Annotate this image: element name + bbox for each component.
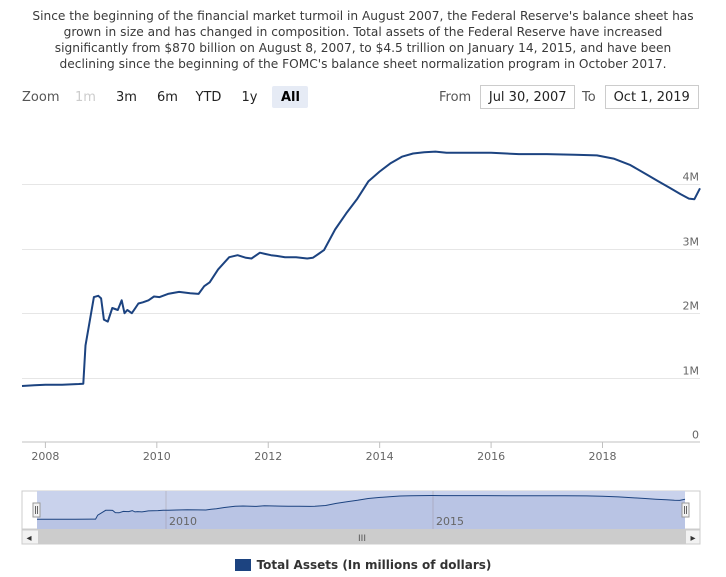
y-tick-label: 2M xyxy=(683,300,700,313)
x-tick-label: 2016 xyxy=(477,450,505,463)
x-tick-label: 2012 xyxy=(254,450,282,463)
zoom-1m-button[interactable]: 1m xyxy=(75,89,96,105)
navigator-year-label: 2010 xyxy=(169,515,197,528)
navigator-right-handle[interactable] xyxy=(681,502,690,518)
caption-line: Since the beginning of the financial mar… xyxy=(32,9,694,23)
navigator-year-label: 2015 xyxy=(436,515,464,528)
x-tick-label: 2014 xyxy=(366,450,394,463)
navigator-scrollbar[interactable]: III ◂ ▸ xyxy=(21,529,701,545)
x-tick-label: 2008 xyxy=(31,450,59,463)
scrollbar-thumb[interactable] xyxy=(38,530,686,544)
zoom-selector: Zoom 1m 3m 6m YTD 1y All xyxy=(22,85,313,109)
navigator-left-handle[interactable] xyxy=(32,502,41,518)
scrollbar-grip: III xyxy=(358,534,366,544)
scroll-left-arrow-icon[interactable]: ◂ xyxy=(26,533,31,544)
grid-lines xyxy=(22,184,700,379)
y-tick-label: 3M xyxy=(683,236,700,249)
legend-swatch xyxy=(234,559,251,571)
y-tick-label: 4M xyxy=(683,171,700,184)
x-tick-label: 2010 xyxy=(143,450,171,463)
total-assets-line xyxy=(21,150,701,387)
zoom-3m-button[interactable]: 3m xyxy=(116,89,137,105)
y-tick-label: 1M xyxy=(683,365,700,378)
x-axis-ticks: 2008 2010 2012 2014 2016 2018 xyxy=(31,442,617,463)
zoom-6m-button[interactable]: 6m xyxy=(157,89,178,105)
range-to-input[interactable]: Oct 1, 2019 xyxy=(604,85,699,109)
caption-line: declining since the beginning of the FOM… xyxy=(59,57,667,71)
chart-caption: Since the beginning of the financial mar… xyxy=(0,8,726,72)
y-tick-label: 0 xyxy=(692,429,699,442)
navigator-selected-range xyxy=(37,491,685,529)
range-from-input[interactable]: Jul 30, 2007 xyxy=(480,85,576,109)
range-from-group: From Jul 30, 2007 xyxy=(439,85,576,109)
zoom-1y-button[interactable]: 1y xyxy=(241,89,258,105)
caption-line: significantly from $870 billion on Augus… xyxy=(54,41,672,55)
range-to-group: To Oct 1, 2019 xyxy=(582,85,699,109)
zoom-ytd-button[interactable]: YTD xyxy=(195,89,222,105)
chart-legend[interactable]: Total Assets (In millions of dollars) xyxy=(0,558,726,572)
navigator-line xyxy=(36,494,686,520)
zoom-label: Zoom xyxy=(22,89,60,105)
legend-label: Total Assets (In millions of dollars) xyxy=(256,558,492,572)
range-from-label: From xyxy=(439,89,472,105)
scroll-right-arrow-icon[interactable]: ▸ xyxy=(690,533,695,544)
zoom-all-button[interactable]: All xyxy=(272,86,309,108)
navigator-frame xyxy=(21,490,701,530)
navigator-area xyxy=(37,495,685,529)
navigator: 2010 2015 xyxy=(21,490,701,530)
y-axis-ticks: 0 1M 2M 3M 4M xyxy=(683,171,700,442)
range-to-label: To xyxy=(582,89,596,105)
x-tick-label: 2018 xyxy=(589,450,617,463)
caption-line: grown in size and has changed in composi… xyxy=(63,25,663,39)
